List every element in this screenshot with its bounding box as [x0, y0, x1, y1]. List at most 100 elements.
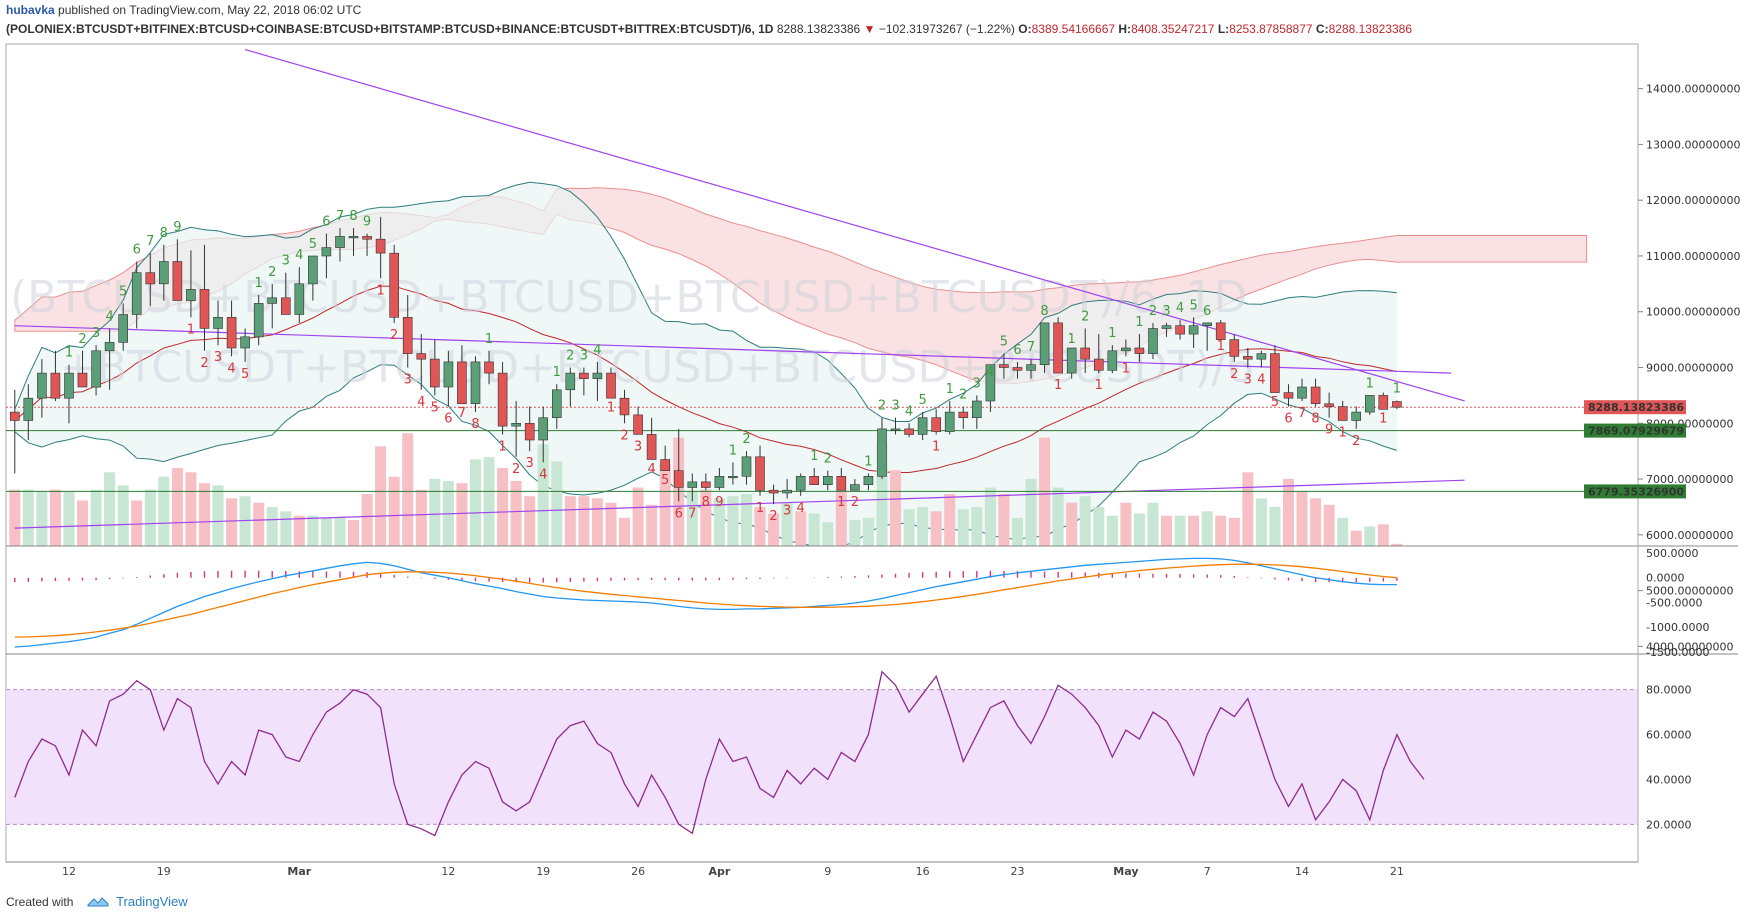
candle-down — [375, 238, 386, 254]
candle-up — [592, 372, 603, 380]
candle-down — [931, 417, 942, 432]
candle-up — [917, 417, 928, 435]
candle-down — [755, 456, 765, 491]
candle-up — [971, 400, 982, 419]
volume-bar — [1255, 498, 1267, 546]
td-count: 2 — [769, 509, 777, 524]
td-count: 5 — [918, 393, 926, 408]
candle-up — [551, 389, 562, 418]
price-tick-label: 14000.00000000 — [1646, 83, 1740, 96]
volume-bar — [524, 496, 536, 546]
td-count: 5 — [309, 237, 317, 252]
volume-bar — [551, 461, 563, 546]
volume-bar — [944, 494, 956, 546]
td-count: 7 — [336, 209, 344, 224]
candle-up — [23, 397, 34, 421]
time-axis[interactable]: 12 19 Mar 12 19 26 Apr 9 16 23 May 7 14 21 — [6, 861, 1638, 878]
td-count: 3 — [526, 456, 534, 471]
volume-bar — [1283, 478, 1294, 546]
macd-line — [14, 557, 1397, 648]
volume-bar — [117, 485, 129, 546]
volume-bar — [619, 517, 630, 546]
candle-up — [822, 475, 833, 485]
candle-up — [1039, 322, 1050, 365]
td-count: 3 — [92, 326, 100, 341]
time-tick-label: 9 — [824, 865, 831, 878]
price-label-text: 7869.07929679 — [1588, 425, 1684, 438]
volume-bar — [808, 513, 820, 546]
volume-bar — [971, 507, 983, 546]
signal-line — [14, 563, 1397, 638]
chart-canvas[interactable]: (BTCUSD+BTCUSD+BTCUSD+BTCUSD+BTCUSDT)/6,… — [0, 40, 1740, 888]
volume-bar — [1350, 530, 1362, 546]
candle-down — [524, 422, 535, 441]
volume-bar — [768, 513, 780, 546]
candle-down — [457, 361, 467, 404]
td-count: 8 — [349, 209, 357, 224]
volume-bar — [822, 522, 834, 546]
td-count: 2 — [1230, 367, 1238, 382]
td-count: 4 — [227, 361, 235, 376]
low-value: 8253.87858877 — [1229, 22, 1313, 36]
high-value: 8408.35247217 — [1131, 22, 1215, 36]
price-label-box — [1584, 400, 1686, 415]
td-count: 3 — [404, 373, 412, 388]
candle-up — [213, 316, 223, 329]
candle-down — [226, 316, 237, 349]
candle-up — [253, 303, 264, 338]
volume-bar — [1269, 507, 1281, 546]
td-count: 2 — [78, 332, 86, 347]
candle-down — [1243, 356, 1253, 360]
td-count: 7 — [146, 234, 154, 249]
volume-bar — [930, 511, 942, 546]
price-axis[interactable]: 14000.00000000 13000.00000000 12000.000000… — [1584, 44, 1740, 862]
volume-bar — [537, 444, 549, 546]
price-label-box — [1584, 423, 1686, 438]
volume-bar — [1052, 487, 1064, 546]
td-count: 5 — [241, 367, 249, 382]
td-count: 8 — [471, 417, 479, 432]
candle-up — [1026, 364, 1036, 371]
symbol-name[interactable]: (POLONIEX:BTCUSDT+BITFINEX:BTCUSD+COINBA… — [6, 22, 774, 36]
td-count: 1 — [932, 439, 940, 454]
volume-bar — [144, 489, 156, 546]
candle-up — [1297, 386, 1307, 399]
candle-up — [104, 342, 115, 352]
volume-bar — [1025, 478, 1037, 546]
tradingview-brand[interactable]: TradingView — [116, 894, 188, 909]
volume-bar — [77, 500, 88, 546]
candle-up — [944, 411, 955, 432]
volume-bar — [1364, 526, 1376, 546]
candle-down — [145, 272, 156, 285]
candle-down — [606, 372, 616, 399]
volume-bar — [1106, 515, 1118, 546]
candle-down — [1283, 392, 1294, 399]
td-count: 6 — [444, 412, 452, 427]
time-tick-label: 21 — [1390, 865, 1404, 878]
candle-up — [728, 475, 738, 479]
td-count: 1 — [1122, 361, 1130, 376]
author-name[interactable]: hubavka — [6, 3, 55, 17]
open-value: 8389.54166667 — [1031, 22, 1116, 36]
volume-bar — [131, 500, 143, 546]
volume-bar — [171, 468, 183, 546]
volume-bar — [320, 517, 332, 546]
candle-up — [1365, 395, 1375, 413]
td-count: 4 — [647, 462, 655, 477]
td-count: 2 — [200, 356, 208, 371]
candle-down — [172, 261, 183, 301]
price-tick-label: 4000.00000000 — [1646, 640, 1733, 653]
volume-bar — [375, 446, 387, 546]
candle-down — [999, 364, 1009, 368]
candle-up — [1066, 347, 1077, 374]
candle-up — [1107, 350, 1118, 371]
candle-down — [497, 372, 508, 427]
candle-up — [687, 481, 698, 488]
td-count: 1 — [1217, 339, 1225, 354]
td-count: 4 — [539, 467, 547, 482]
volume-bar — [700, 489, 712, 546]
tradingview-logo-icon[interactable] — [87, 891, 109, 915]
td-count: 1 — [498, 439, 506, 454]
top-bar: hubavka published on TradingView.com, Ma… — [0, 0, 1740, 20]
candle-down — [484, 361, 494, 374]
